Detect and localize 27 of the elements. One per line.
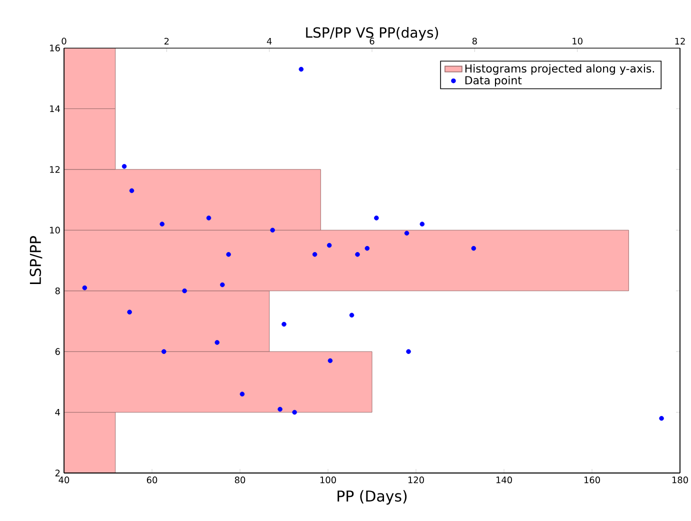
x2-tick-label: 2 bbox=[164, 38, 169, 44]
y-tick-label: 10 bbox=[50, 226, 60, 234]
x-tick-label: 40 bbox=[58, 476, 70, 484]
x-tick-label: 60 bbox=[146, 476, 158, 484]
x2-tick-label: 4 bbox=[266, 38, 272, 44]
y-tick-label: 14 bbox=[50, 105, 60, 112]
x-tick-label: 80 bbox=[234, 476, 246, 484]
x-axis-title: PP (Days) bbox=[338, 490, 407, 505]
x2-tick-label: 10 bbox=[572, 38, 582, 44]
x-tick-label: 140 bbox=[496, 476, 512, 484]
y-axis-title: LSP/PP bbox=[30, 236, 42, 284]
y-tick-label: 12 bbox=[50, 166, 60, 173]
y-tick-label: 6 bbox=[55, 348, 60, 355]
x-tick-label: 180 bbox=[672, 476, 688, 484]
y-tick-label: 4 bbox=[55, 409, 60, 416]
x2-tick-label: 6 bbox=[370, 38, 374, 44]
y-tick-label: 2 bbox=[55, 470, 60, 476]
legend-label: Histograms projected along y-axis. bbox=[465, 64, 654, 75]
legend-label: Data point bbox=[465, 76, 522, 87]
x2-tick-label: 8 bbox=[472, 38, 477, 44]
x2-tick-label: 0 bbox=[62, 38, 66, 44]
x-tick-label: 160 bbox=[584, 476, 600, 484]
x-tick-label: 100 bbox=[320, 476, 336, 484]
x-tick-label: 120 bbox=[408, 476, 424, 484]
y-tick-label: 8 bbox=[55, 287, 60, 294]
x2-tick-label: 12 bbox=[675, 38, 685, 44]
y-tick-label: 16 bbox=[50, 44, 60, 52]
